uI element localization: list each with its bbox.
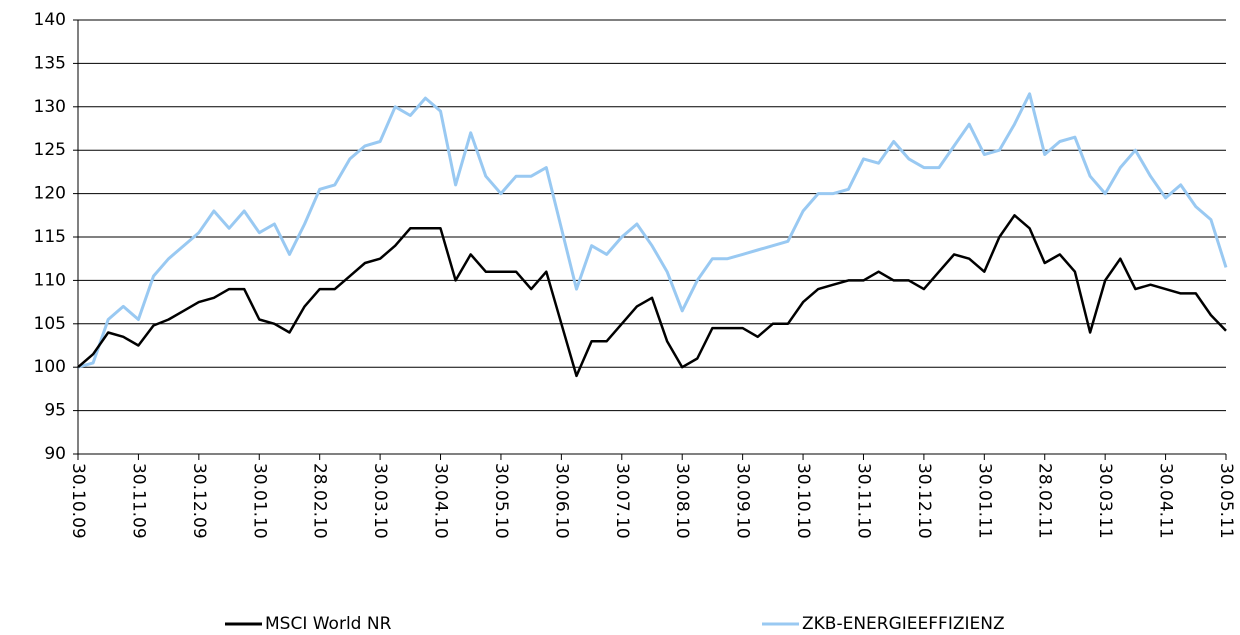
x-tick-label: 30.04.11 [1156, 463, 1176, 539]
legend-label: ZKB-ENERGIEEFFIZIENZ [802, 614, 1005, 634]
y-tick-label: 120 [34, 184, 66, 204]
y-tick-label: 95 [44, 401, 66, 421]
y-tick-label: 135 [34, 53, 66, 73]
x-tick-label: 30.04.10 [431, 463, 451, 539]
x-tick-label: 30.12.09 [189, 463, 209, 539]
x-tick-label: 30.11.09 [128, 463, 148, 539]
x-tick-label: 30.03.10 [370, 463, 390, 539]
x-tick-label: 30.05.10 [491, 463, 511, 539]
y-tick-label: 105 [34, 314, 66, 334]
x-tick-label: 30.06.10 [551, 463, 571, 539]
x-tick-label: 30.12.10 [914, 463, 934, 539]
x-tick-label: 30.10.10 [793, 463, 813, 539]
y-tick-label: 110 [34, 270, 66, 290]
y-tick-label: 140 [34, 10, 66, 30]
y-tick-label: 115 [34, 227, 66, 247]
x-tick-label: 30.01.10 [249, 463, 269, 539]
x-tick-label: 28.02.10 [310, 463, 330, 539]
x-tick-label: 28.02.11 [1035, 463, 1055, 539]
x-tick-label: 30.08.10 [672, 463, 692, 539]
x-tick-label: 30.09.10 [733, 463, 753, 539]
x-tick-label: 30.11.10 [853, 463, 873, 539]
legend-label: MSCI World NR [265, 614, 392, 634]
x-tick-label: 30.10.09 [68, 463, 88, 539]
series-line [77, 92, 1228, 369]
y-tick-label: 125 [34, 140, 66, 160]
x-tick-label: 30.07.10 [612, 463, 632, 539]
x-tick-label: 30.05.11 [1216, 463, 1236, 539]
x-tick-label: 30.03.11 [1095, 463, 1115, 539]
x-tick-label: 30.01.11 [974, 463, 994, 539]
series-line [77, 214, 1227, 378]
y-tick-label: 130 [34, 97, 66, 117]
y-tick-label: 100 [34, 357, 66, 377]
y-tick-label: 90 [44, 444, 66, 464]
